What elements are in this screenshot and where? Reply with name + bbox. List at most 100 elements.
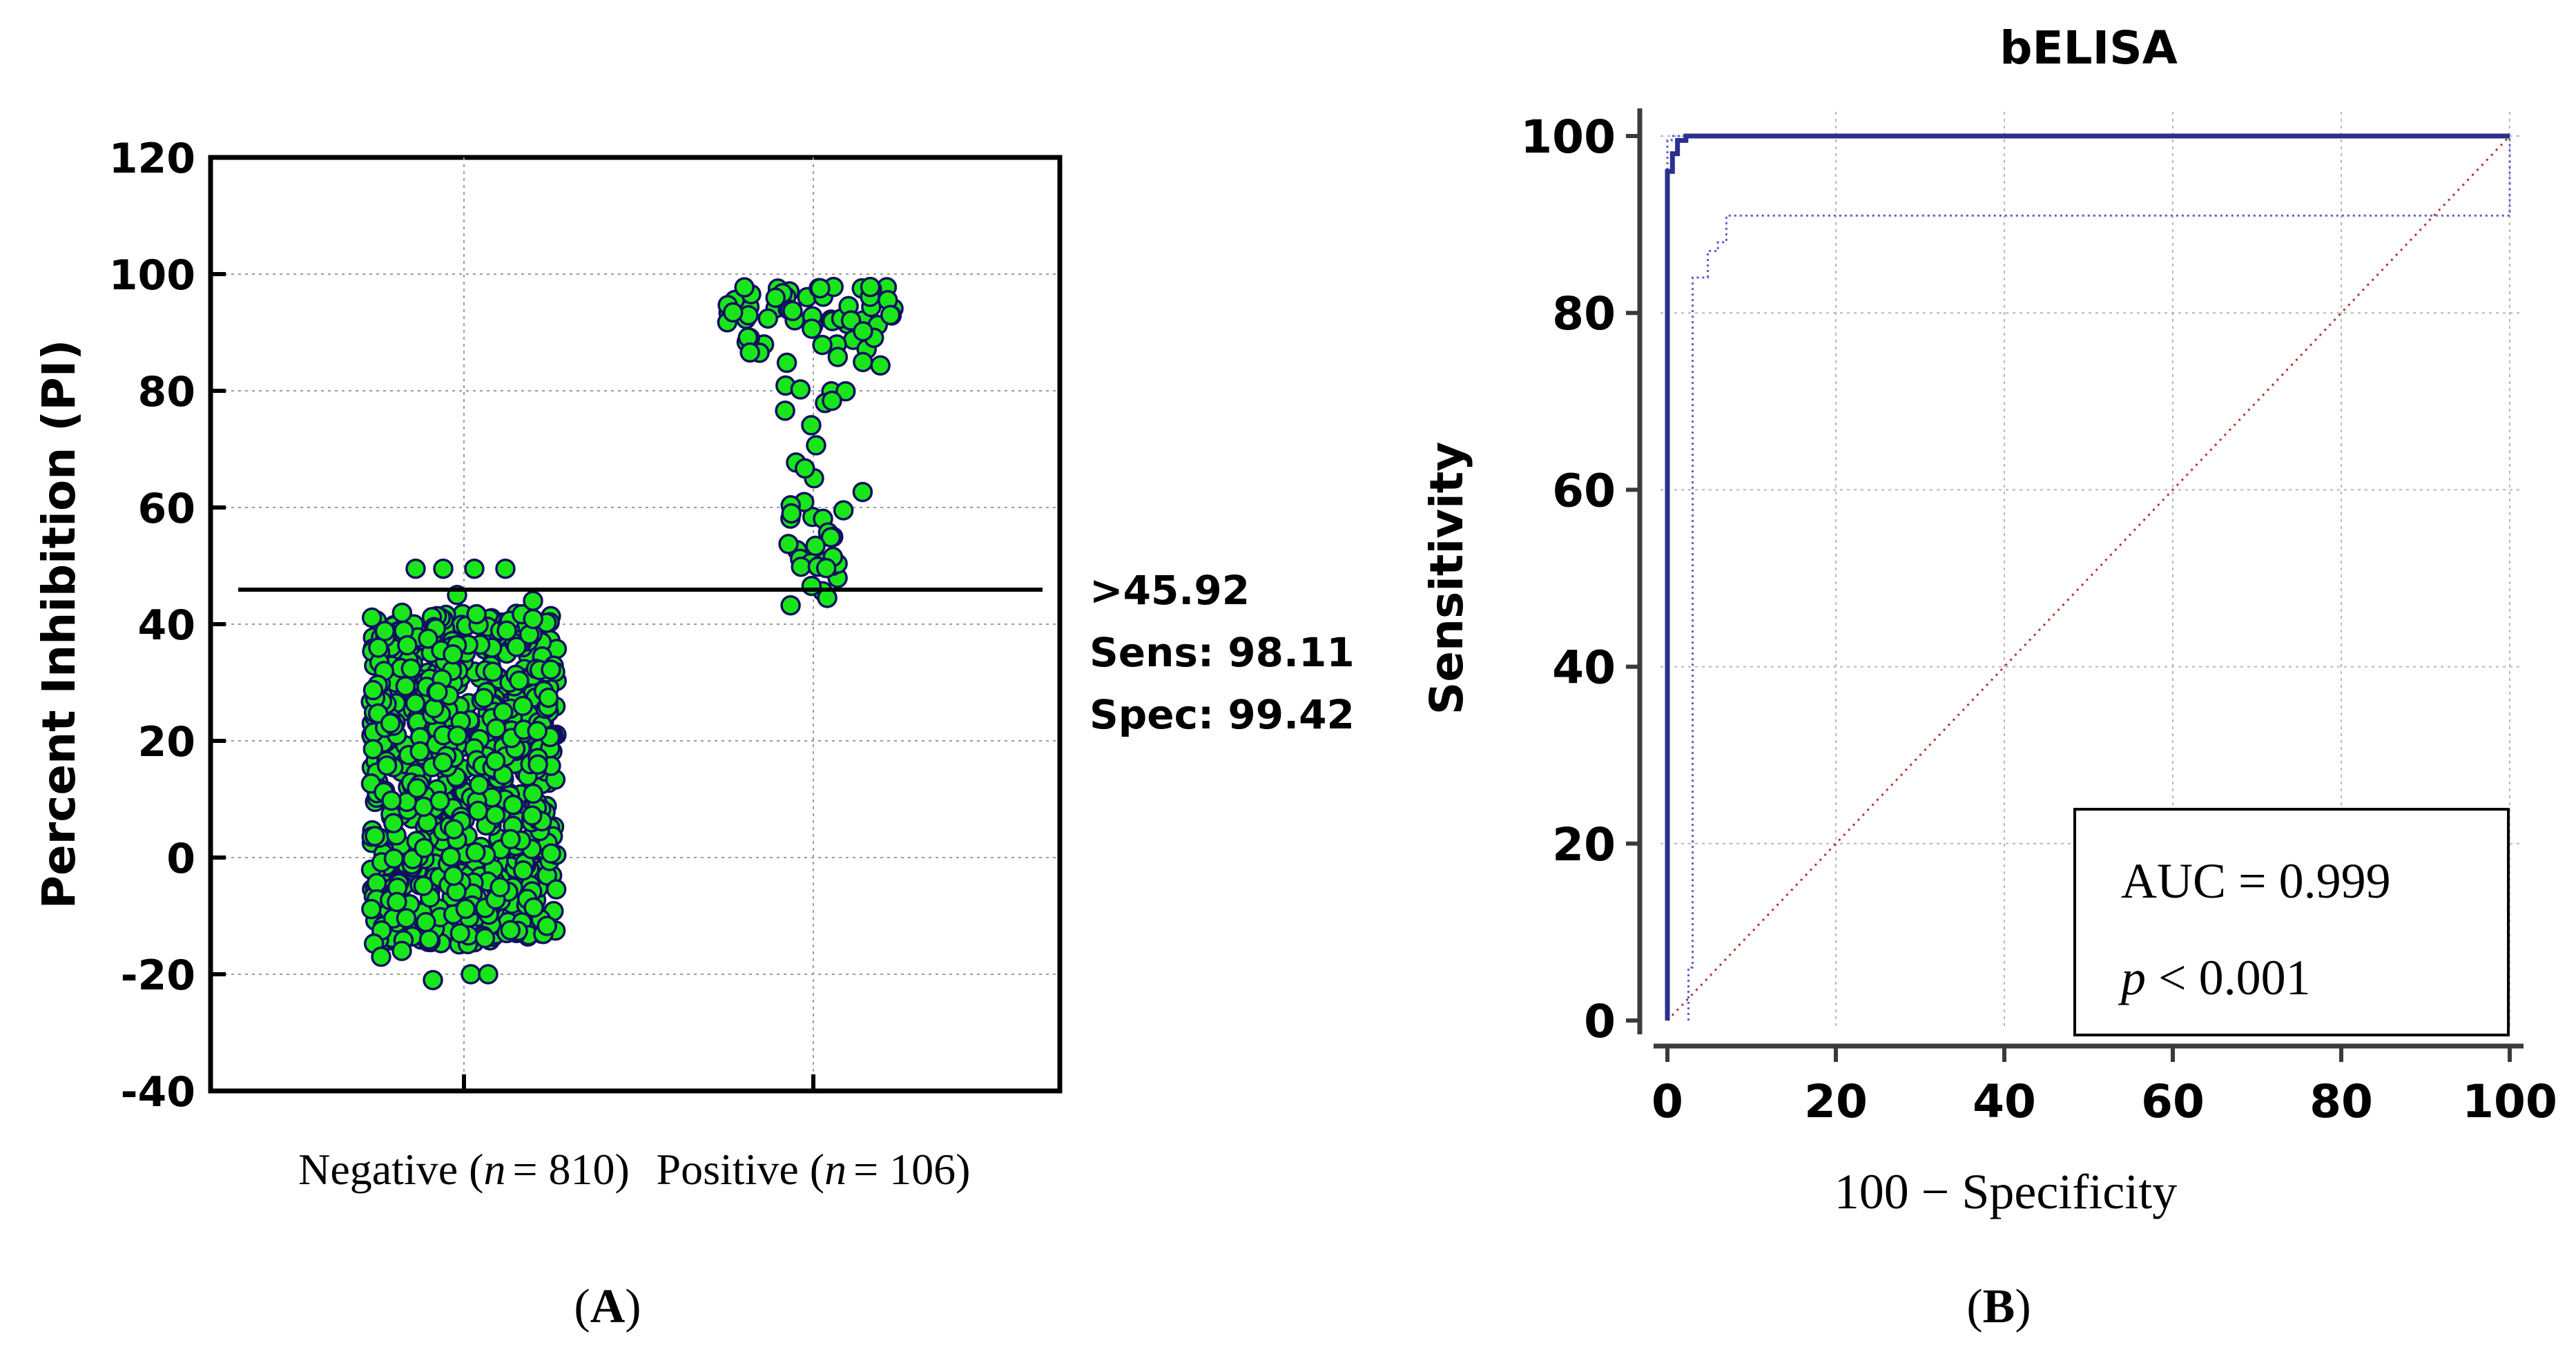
x-tick-label: 40: [1973, 1075, 2036, 1128]
negative-sample-dot: [396, 908, 417, 929]
panel-b-ticks: 0 20 40 60 80 100 0 20 40 60 80 100: [1520, 110, 2557, 1128]
cutoff-value-annotation: >45.92: [1090, 567, 1250, 614]
x-tick-label: 20: [1804, 1075, 1868, 1128]
positive-sample-dot: [810, 278, 831, 299]
negative-sample-dot: [506, 637, 527, 657]
negative-sample-dot: [397, 635, 418, 656]
negative-sample-dot: [414, 838, 435, 858]
panel-a-label: (A): [574, 1280, 641, 1333]
positive-sample-dot: [815, 558, 837, 579]
y-tick-label: -20: [121, 951, 195, 1000]
positive-sample-dot: [802, 318, 822, 339]
panel-b-axes: [1637, 108, 2524, 1049]
negative-sample-dot: [443, 644, 463, 665]
y-tick-label: 40: [1552, 641, 1616, 695]
positive-sample-dot: [827, 347, 849, 367]
y-tick-label: 80: [1552, 287, 1616, 340]
positive-sample-dot: [806, 435, 826, 456]
positive-sample-dot: [801, 575, 822, 597]
y-tick-label: 20: [138, 718, 196, 766]
positive-sample-dot: [780, 594, 801, 616]
negative-sample-dot: [429, 791, 450, 811]
negative-sample-dot: [383, 813, 404, 833]
negative-sample-dot: [407, 777, 427, 799]
y-tick-label: 0: [1584, 995, 1616, 1048]
positive-sample-dot: [781, 503, 802, 524]
panel-b-chart: 0 20 40 60 80 100 0 20 40 60 80 100 bELISA Sensitiv…: [1420, 21, 2557, 1333]
panel-b-y-axis-label: Sensitivity: [1420, 442, 1473, 715]
negative-sample-dot: [503, 794, 523, 815]
positive-sample-dot: [722, 302, 744, 323]
positive-sample-dot: [801, 415, 822, 436]
x-tick-label: 80: [2309, 1075, 2373, 1128]
positive-sample-dot: [822, 390, 842, 412]
negative-sample-dot: [485, 718, 507, 739]
positive-sample-dot: [833, 500, 854, 521]
negative-sample-dot: [527, 721, 548, 742]
negative-sample-dot: [371, 946, 391, 967]
negative-sample-dot: [512, 695, 534, 717]
auc-legend-box: [2073, 808, 2510, 1036]
positive-sample-dot: [790, 379, 811, 400]
positive-sample-dot: [765, 287, 786, 308]
positive-sample-dot: [835, 380, 856, 402]
negative-sample-dot: [433, 558, 454, 579]
negative-sample-dot: [383, 848, 405, 869]
negative-sample-dot: [523, 783, 543, 804]
positive-sample-dot: [791, 557, 811, 577]
negative-sample-dot: [443, 819, 465, 840]
negative-sample-dot: [449, 922, 471, 944]
panel-a-chart: -40 -20 0 20 40 60 80 100 120 Percent Inhibition…: [32, 135, 1355, 1333]
negative-sample-dot: [440, 847, 461, 867]
negative-sample-dot: [413, 876, 434, 896]
negative-sample-dot: [474, 688, 494, 708]
negative-sample-dot: [461, 964, 481, 985]
positive-sample-dot: [739, 342, 760, 363]
negative-sample-dot: [545, 879, 567, 900]
negative-sample-dot: [455, 898, 476, 920]
y-tick-label: 60: [138, 485, 196, 533]
positive-sample-dot: [820, 527, 842, 548]
negative-sample-dot: [478, 964, 498, 985]
negative-sample-dot: [409, 741, 430, 762]
negative-sample-dot: [361, 607, 382, 628]
positive-sample-dot: [853, 321, 873, 342]
panel-a-y-ticks: -40 -20 0 20 40 60 80 100 120: [109, 135, 226, 1116]
y-tick-label: 40: [138, 601, 196, 650]
negative-sample-dot: [538, 687, 559, 708]
positive-sample-dot: [805, 535, 826, 557]
negative-sample-dot: [391, 602, 413, 623]
positive-sample-dot: [852, 481, 873, 503]
negative-sample-dot: [523, 608, 543, 630]
negative-sample-dot: [541, 659, 561, 680]
negative-sample-dot: [405, 693, 426, 714]
negative-sample-dot: [485, 804, 506, 826]
negative-sample-dot: [464, 558, 485, 579]
series-ci-lower: [1687, 136, 2511, 1021]
negative-sample-dot: [536, 916, 557, 936]
negative-sample-dot: [465, 842, 486, 863]
negative-sample-dot: [493, 702, 514, 722]
negative-sample-dot: [509, 670, 530, 691]
x-tick-label: 0: [1652, 1075, 1683, 1128]
panel-b-title: bELISA: [1999, 21, 2178, 75]
positive-sample-dot: [812, 334, 833, 356]
negative-sample-dot: [395, 676, 416, 697]
negative-sample-dot: [416, 911, 436, 933]
negative-sample-dot: [523, 590, 543, 611]
negative-sample-dot: [432, 752, 454, 773]
negative-sample-dot: [368, 637, 389, 658]
negative-sample-dot: [365, 826, 385, 847]
panel-a-dots: [360, 276, 904, 991]
y-tick-label: 0: [166, 835, 195, 883]
negative-sample-dot: [400, 658, 422, 679]
negative-sample-dot: [490, 877, 510, 898]
negative-sample-dot: [376, 755, 398, 776]
positive-sample-dot: [860, 276, 881, 298]
negative-sample-dot: [391, 940, 412, 961]
positive-sample-dot: [782, 300, 803, 322]
panel-a-x-ticks: [462, 1074, 815, 1091]
negative-sample-dot: [485, 751, 506, 771]
positive-sample-dot: [775, 400, 795, 421]
